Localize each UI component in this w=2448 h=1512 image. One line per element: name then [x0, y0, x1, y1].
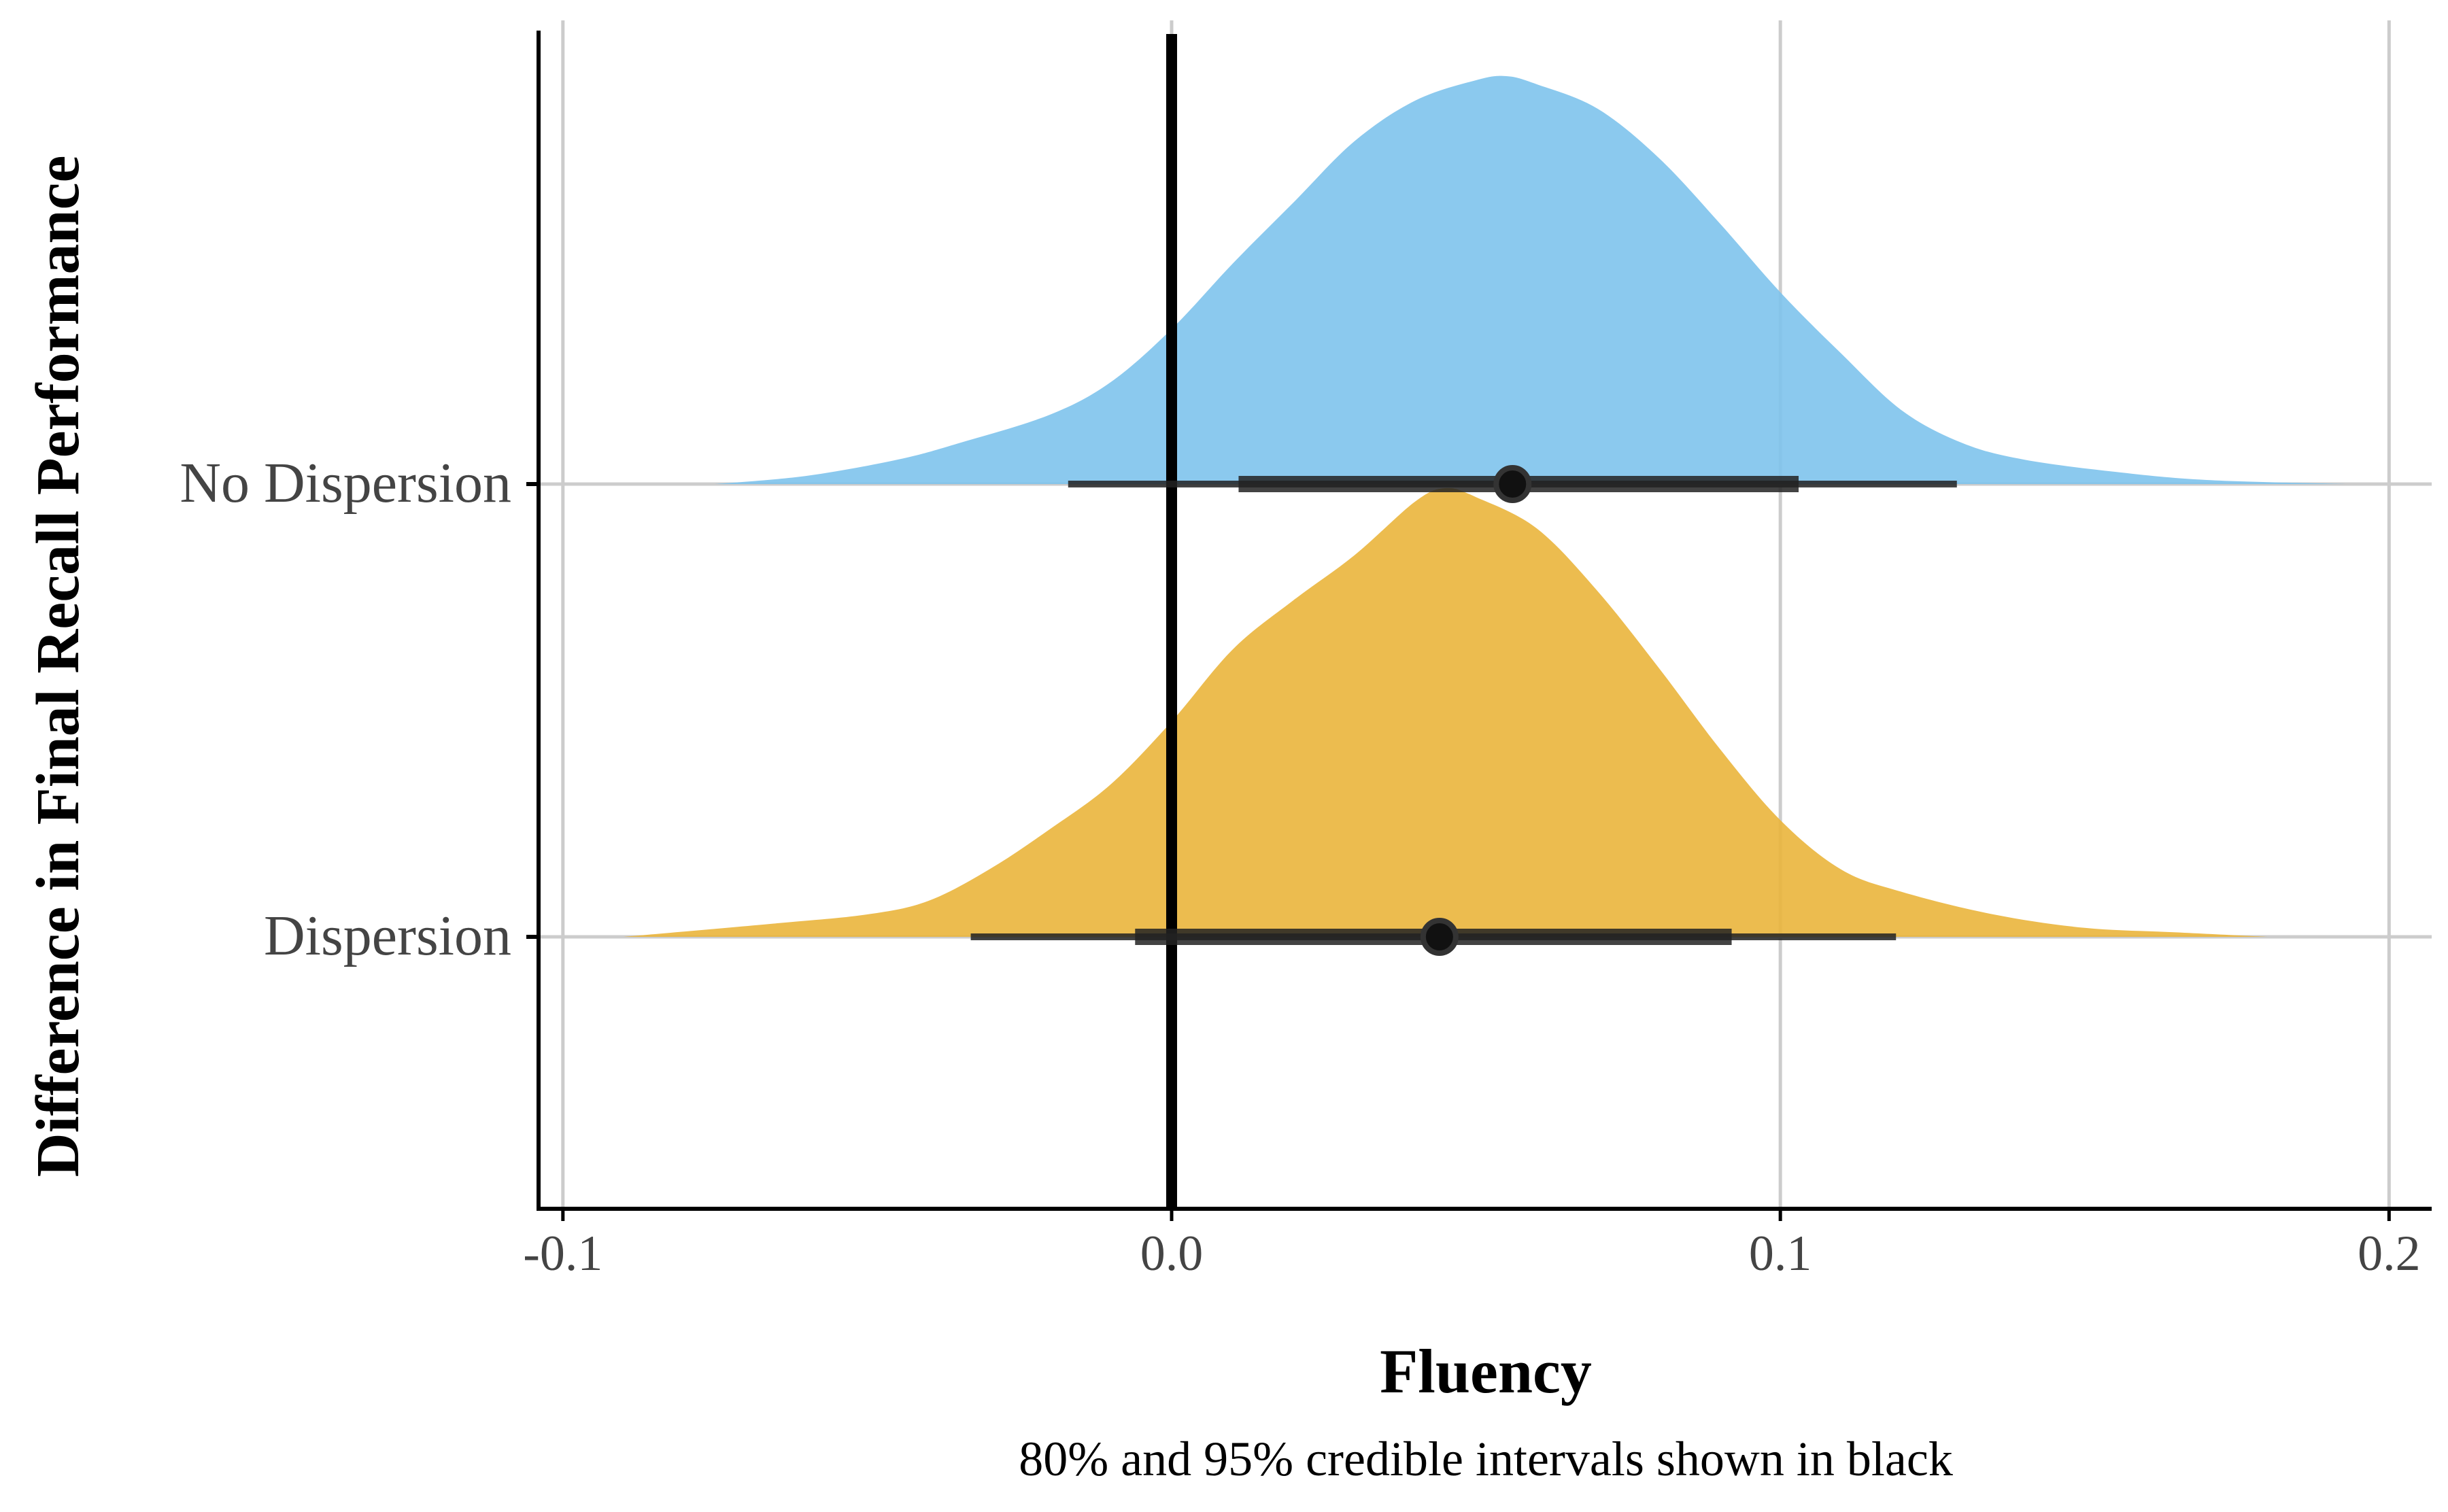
- y-axis-title: Difference in Final Recall Performance: [24, 156, 92, 1178]
- y-tick-label: No Dispersion: [180, 451, 511, 515]
- density-areas: [624, 75, 2347, 937]
- axis-labels: Fluency 80% and 95% credible intervals s…: [24, 156, 1953, 1486]
- point-estimate-dispersion: [1420, 918, 1459, 956]
- x-tick-label: 0.0: [1140, 1226, 1204, 1282]
- density-area-dispersion: [624, 487, 2268, 937]
- axes: -0.1 0.0 0.1 0.2 No Dispersion Dispersion: [180, 31, 2432, 1282]
- credible-intervals: [970, 465, 1957, 956]
- x-axis-title: Fluency: [1380, 1337, 1592, 1406]
- y-tick-label: Dispersion: [264, 904, 511, 967]
- chart-caption: 80% and 95% credible intervals shown in …: [1019, 1432, 1953, 1486]
- x-tick-label: -0.1: [523, 1226, 602, 1282]
- density-area-no-dispersion: [715, 75, 2347, 484]
- x-tick-label: 0.2: [2358, 1226, 2421, 1282]
- point-estimate-no-dispersion: [1493, 465, 1532, 503]
- x-tick-label: 0.1: [1749, 1226, 1812, 1282]
